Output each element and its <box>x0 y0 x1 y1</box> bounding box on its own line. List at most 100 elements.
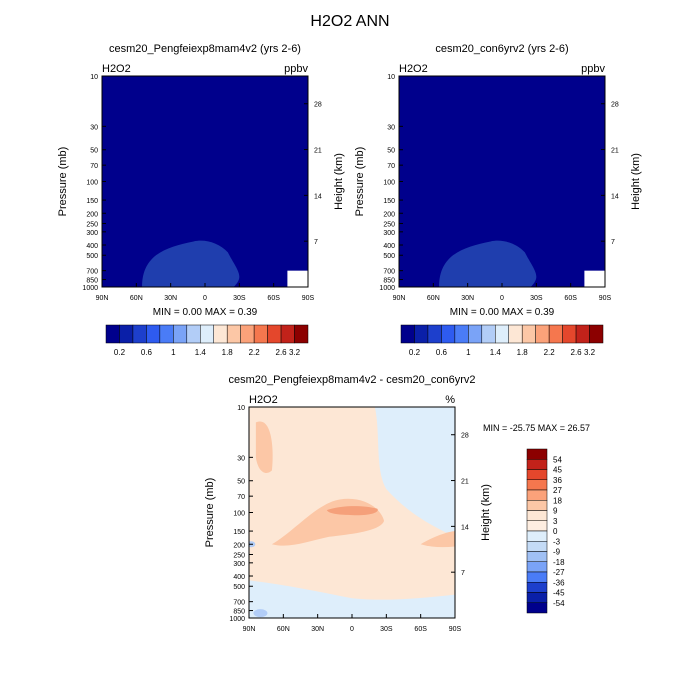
y-tick-label: 300 <box>383 230 395 237</box>
colorbar-tick-label: 45 <box>553 466 562 475</box>
field-region <box>439 240 537 287</box>
colorbar-box <box>526 500 548 511</box>
y-tick-label: 700 <box>233 600 245 607</box>
y-tick-label: 850 <box>233 609 245 616</box>
colorbar-tick-label: 0.2 <box>409 348 421 357</box>
missing-data-3 <box>303 281 308 287</box>
colorbar-box <box>267 324 282 344</box>
y-tick-label: 250 <box>233 552 245 559</box>
colorbar-tick-label: -45 <box>553 589 565 598</box>
colorbar-tick-label: -3 <box>553 537 561 546</box>
chart-panel-3: cesm20_Pengfeiexp8mam4v2 - cesm20_con6yr… <box>204 374 590 633</box>
colorbar-tick-label: 0.6 <box>436 348 448 357</box>
chart-panel-1: cesm20_Pengfeiexp8mam4v2 (yrs 2-6) H2O2 pp… <box>57 43 345 357</box>
colorbar-box <box>526 551 548 562</box>
y-tick-label: 150 <box>233 529 245 536</box>
y-tick-label: 30 <box>90 124 98 131</box>
colorbar-box <box>159 324 174 344</box>
colorbar-tick-label: 3 <box>553 517 558 526</box>
y-tick-label: 150 <box>383 198 395 205</box>
y-right-tick-label: 14 <box>461 524 469 531</box>
colorbar-tick-label: 1 <box>466 348 471 357</box>
colorbar-box <box>454 324 469 344</box>
strong-region <box>326 506 378 516</box>
y-right-tick-label: 21 <box>461 479 469 486</box>
colorbar-tick-label: 1.8 <box>517 348 529 357</box>
y-tick-label: 200 <box>86 211 98 218</box>
x-tick-label: 90S <box>449 626 462 633</box>
y-tick-label: 70 <box>90 163 98 170</box>
colorbar-box <box>526 530 548 542</box>
colorbar-box <box>173 324 188 344</box>
units-label: % <box>445 394 455 406</box>
y-tick-label: 70 <box>237 494 245 501</box>
y-tick-label: 400 <box>383 243 395 250</box>
colorbar-box <box>526 571 548 583</box>
y-tick-label: 50 <box>90 148 98 155</box>
colorbar-box <box>535 324 550 344</box>
y-tick-label: 500 <box>86 253 98 260</box>
x-tick-label: 30S <box>530 295 543 302</box>
colorbar-tick-label: 0 <box>553 527 558 536</box>
y-tick-label: 250 <box>86 221 98 228</box>
y-tick-label: 70 <box>387 163 395 170</box>
y-tick-label: 850 <box>86 278 98 285</box>
colorbar-tick-label: 1.4 <box>195 348 207 357</box>
x-tick-label: 60S <box>564 295 577 302</box>
negative-patch <box>253 609 268 618</box>
x-tick-label: 30N <box>461 295 474 302</box>
plot-area <box>102 76 308 287</box>
x-tick-label: 60S <box>414 626 427 633</box>
colorbar-tick-label: 3.2 <box>584 348 596 357</box>
y-tick-label: 1000 <box>82 285 98 292</box>
missing-data-3 <box>600 281 605 287</box>
x-tick-label: 0 <box>500 295 504 302</box>
colorbar-tick-label: 18 <box>553 496 562 505</box>
colorbar-tick-label: 2.6 <box>276 348 288 357</box>
x-tick-label: 30S <box>380 626 393 633</box>
colorbar-tick-label: 27 <box>553 486 562 495</box>
colorbar-box <box>200 324 214 344</box>
colorbar-tick-label: -18 <box>553 558 565 567</box>
panel-title: cesm20_Pengfeiexp8mam4v2 - cesm20_con6yr… <box>228 374 475 386</box>
panel-title: cesm20_con6yrv2 (yrs 2-6) <box>435 43 568 55</box>
colorbar-box <box>294 324 309 344</box>
colorbar-tick-label: 54 <box>553 455 562 464</box>
y-tick-label: 500 <box>233 584 245 591</box>
y-right-tick-label: 21 <box>314 148 322 155</box>
colorbar-box <box>526 520 548 532</box>
field-region <box>142 240 240 287</box>
page-title: H2O2 ANN <box>310 13 389 30</box>
colorbar-box <box>400 324 415 344</box>
stats-label: MIN = 0.00 MAX = 0.39 <box>153 307 258 318</box>
colorbar-box <box>526 479 548 491</box>
y-tick-label: 300 <box>86 230 98 237</box>
x-tick-label: 90N <box>243 626 256 633</box>
colorbar-box <box>526 561 548 573</box>
colorbar-tick-label: 36 <box>553 476 562 485</box>
colorbar-box <box>414 324 429 344</box>
units-label: ppbv <box>284 63 308 75</box>
y-tick-label: 50 <box>387 148 395 155</box>
colorbar-box <box>240 324 255 344</box>
y-tick-label: 100 <box>86 180 98 187</box>
colorbar-tick-label: -9 <box>553 548 561 557</box>
variable-label: H2O2 <box>399 63 428 75</box>
colorbar-box <box>526 582 548 593</box>
y-tick-label: 10 <box>387 74 395 81</box>
x-tick-label: 90N <box>96 295 109 302</box>
y-tick-label: 30 <box>237 455 245 462</box>
y-tick-label: 200 <box>233 542 245 549</box>
y-tick-label: 400 <box>86 243 98 250</box>
x-tick-label: 30N <box>311 626 324 633</box>
colorbar-box <box>526 459 548 470</box>
x-tick-label: 30S <box>233 295 246 302</box>
units-label: ppbv <box>581 63 605 75</box>
y-tick-label: 250 <box>383 221 395 228</box>
y-right-tick-label: 14 <box>314 193 322 200</box>
plot-area <box>399 76 605 287</box>
y-tick-label: 30 <box>387 124 395 131</box>
colorbar-tick-label: 1.8 <box>222 348 234 357</box>
colorbar-box <box>132 324 147 344</box>
